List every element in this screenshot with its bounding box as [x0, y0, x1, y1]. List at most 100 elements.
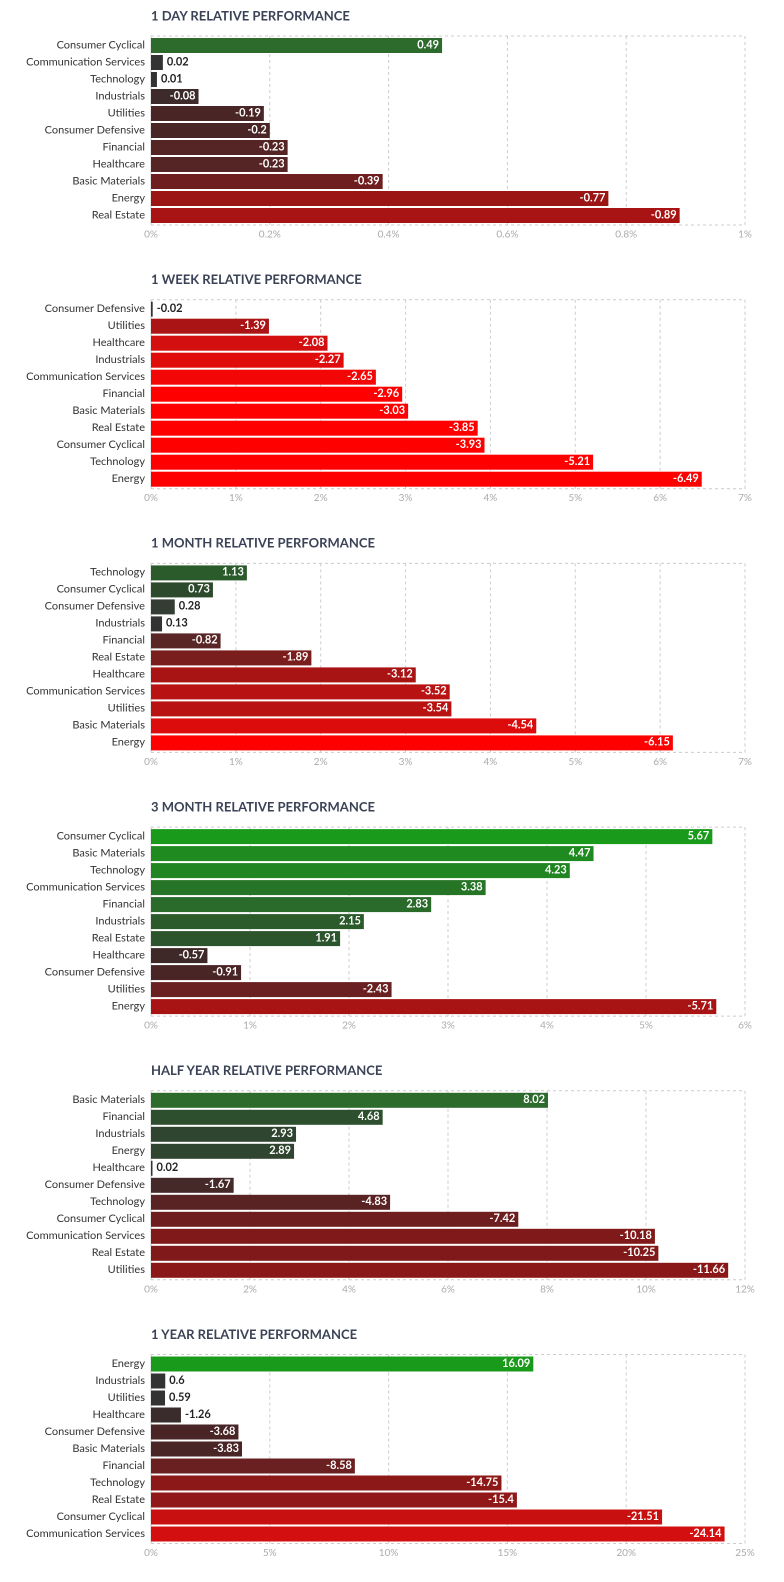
- category-label: Healthcare: [93, 1161, 146, 1174]
- value-label: 0.13: [166, 617, 188, 630]
- bar: [151, 1211, 519, 1227]
- x-tick-label: 20%: [616, 1547, 636, 1559]
- bar: [151, 1160, 153, 1176]
- bar: [151, 999, 717, 1015]
- value-label: 4.47: [569, 846, 591, 859]
- value-label: -0.39: [354, 174, 380, 187]
- category-label: Technology: [90, 863, 145, 876]
- category-label: Technology: [90, 1195, 145, 1208]
- x-tick-label: 0.2%: [259, 229, 281, 241]
- value-label: -0.91: [212, 965, 238, 978]
- category-label: Industrials: [95, 89, 145, 102]
- category-label: Communication Services: [26, 685, 145, 698]
- category-label: Healthcare: [93, 948, 146, 961]
- bar: [151, 1526, 725, 1542]
- value-label: -1.89: [283, 651, 309, 664]
- category-label: Financial: [102, 387, 145, 400]
- x-tick-label: 2%: [314, 492, 328, 504]
- value-label: -14.75: [466, 1476, 498, 1489]
- bar: [151, 1458, 355, 1474]
- x-tick-label: 3%: [399, 756, 413, 768]
- value-label: 0.73: [188, 583, 210, 596]
- value-label: 2.93: [271, 1127, 293, 1140]
- category-label: Communication Services: [26, 1229, 145, 1242]
- value-label: -6.49: [673, 472, 699, 485]
- category-label: Financial: [102, 897, 145, 910]
- x-tick-label: 4%: [484, 492, 498, 504]
- bar: [151, 318, 269, 334]
- x-tick-label: 0%: [144, 756, 158, 768]
- x-tick-label: 6%: [738, 1020, 752, 1032]
- value-label: -2.27: [315, 353, 341, 366]
- category-label: Basic Materials: [72, 1093, 145, 1106]
- bar: [151, 735, 673, 751]
- x-tick-label: 12%: [735, 1283, 755, 1295]
- x-tick-label: 0.8%: [615, 229, 637, 241]
- value-label: -5.71: [687, 999, 713, 1012]
- bar: [151, 55, 163, 70]
- bar: [151, 454, 594, 470]
- x-tick-label: 4%: [540, 1020, 554, 1032]
- x-tick-label: 3%: [441, 1020, 455, 1032]
- bar: [151, 633, 221, 649]
- bar: [151, 403, 409, 419]
- value-label: -0.2: [247, 123, 266, 136]
- bar: [151, 1177, 234, 1193]
- chart-title: 1 WEEK RELATIVE PERFORMANCE: [151, 271, 362, 287]
- value-label: 16.09: [502, 1357, 530, 1370]
- x-tick-label: 4%: [484, 756, 498, 768]
- bar: [151, 982, 392, 998]
- bar: [151, 1475, 502, 1491]
- x-tick-label: 0%: [144, 1283, 158, 1295]
- bar: [151, 157, 288, 172]
- bar: [151, 1126, 297, 1142]
- category-label: Utilities: [108, 319, 146, 332]
- category-label: Basic Materials: [72, 404, 145, 417]
- chart-title: 3 MONTH RELATIVE PERFORMANCE: [151, 798, 375, 814]
- category-label: Utilities: [108, 1263, 146, 1276]
- x-tick-label: 7%: [738, 756, 752, 768]
- x-tick-label: 10%: [379, 1547, 399, 1559]
- value-label: -5.21: [564, 455, 590, 468]
- chart-title: HALF YEAR RELATIVE PERFORMANCE: [151, 1062, 382, 1078]
- category-label: Consumer Cyclical: [57, 438, 145, 451]
- x-tick-label: 2%: [314, 756, 328, 768]
- bar: [151, 1194, 391, 1210]
- category-label: Technology: [90, 72, 145, 85]
- category-label: Healthcare: [93, 1408, 146, 1421]
- value-label: -0.82: [192, 634, 218, 647]
- x-tick-label: 1%: [243, 1020, 257, 1032]
- value-label: 4.23: [545, 863, 567, 876]
- bar: [151, 369, 376, 385]
- value-label: 5.67: [688, 829, 710, 842]
- category-label: Consumer Defensive: [45, 965, 146, 978]
- x-tick-label: 1%: [738, 229, 752, 241]
- value-label: 0.02: [157, 1161, 179, 1174]
- category-label: Technology: [90, 455, 145, 468]
- bar: [151, 1109, 383, 1125]
- x-tick-label: 3%: [399, 492, 413, 504]
- value-label: -3.52: [421, 685, 447, 698]
- x-tick-label: 0%: [144, 1547, 158, 1559]
- category-label: Consumer Defensive: [45, 1425, 146, 1438]
- x-tick-label: 5%: [263, 1547, 277, 1559]
- x-tick-label: 6%: [653, 756, 667, 768]
- value-label: 1.91: [315, 931, 337, 944]
- bar: [151, 650, 312, 666]
- value-label: -0.23: [259, 157, 285, 170]
- x-tick-label: 0%: [144, 492, 158, 504]
- bar: [151, 684, 450, 700]
- bar: [151, 1407, 181, 1423]
- category-label: Industrials: [95, 353, 145, 366]
- x-tick-label: 25%: [735, 1547, 755, 1559]
- value-label: -10.18: [620, 1229, 652, 1242]
- value-label: 2.89: [269, 1144, 291, 1157]
- category-label: Utilities: [108, 106, 146, 119]
- x-tick-label: 1%: [229, 492, 243, 504]
- bar: [151, 437, 485, 453]
- value-label: -3.68: [210, 1425, 236, 1438]
- value-label: -1.26: [185, 1408, 211, 1421]
- category-label: Utilities: [108, 982, 146, 995]
- value-label: -0.23: [259, 140, 285, 153]
- category-label: Consumer Cyclical: [57, 1510, 145, 1523]
